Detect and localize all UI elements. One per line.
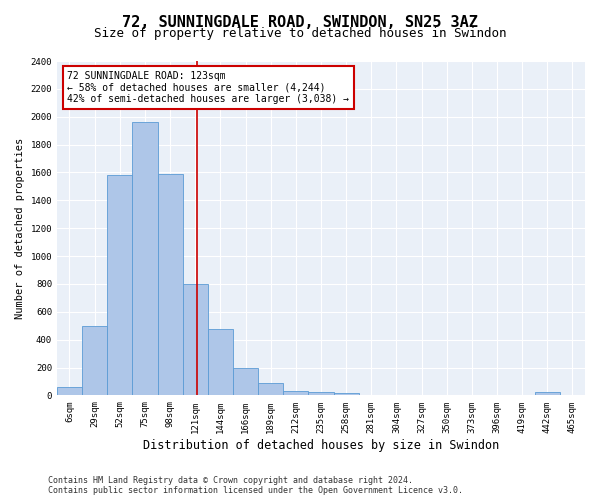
Y-axis label: Number of detached properties: Number of detached properties (15, 138, 25, 319)
Bar (182, 284, 208, 396)
Bar (107, 176, 133, 396)
Bar (384, 394, 409, 396)
Bar (57, 387, 82, 396)
Bar (509, 394, 535, 396)
Bar (208, 328, 233, 396)
Bar (459, 394, 484, 396)
Text: Size of property relative to detached houses in Swindon: Size of property relative to detached ho… (94, 28, 506, 40)
Bar (359, 394, 384, 396)
Bar (258, 383, 283, 396)
Bar (82, 326, 107, 396)
Bar (283, 390, 308, 396)
Bar (535, 392, 560, 396)
Bar (409, 394, 434, 396)
Bar (133, 122, 158, 396)
Bar (233, 368, 258, 396)
Bar (308, 392, 334, 396)
Text: 72 SUNNINGDALE ROAD: 123sqm
← 58% of detached houses are smaller (4,244)
42% of : 72 SUNNINGDALE ROAD: 123sqm ← 58% of det… (67, 71, 349, 104)
Text: 72, SUNNINGDALE ROAD, SWINDON, SN25 3AZ: 72, SUNNINGDALE ROAD, SWINDON, SN25 3AZ (122, 15, 478, 30)
Bar (334, 392, 359, 396)
Bar (434, 394, 459, 396)
Text: Contains HM Land Registry data © Crown copyright and database right 2024.
Contai: Contains HM Land Registry data © Crown c… (48, 476, 463, 495)
Bar (484, 394, 509, 396)
Bar (158, 174, 182, 396)
X-axis label: Distribution of detached houses by size in Swindon: Distribution of detached houses by size … (143, 440, 499, 452)
